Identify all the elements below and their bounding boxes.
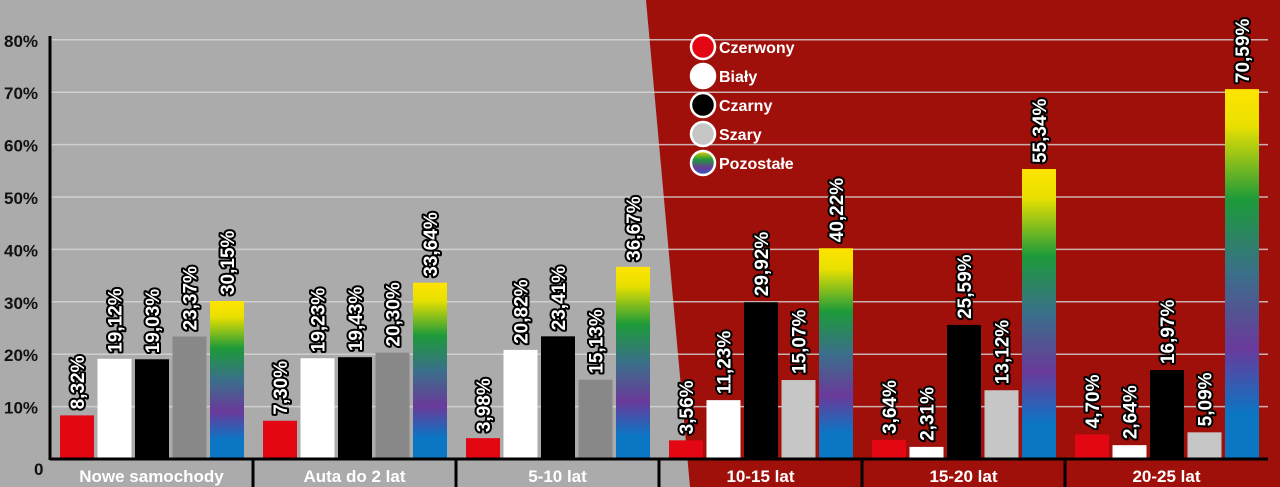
bar-czarny (541, 336, 575, 459)
x-category-label: 15-20 lat (929, 467, 997, 486)
data-label: 13,12% (993, 320, 1014, 385)
data-label: 2,64% (1121, 385, 1142, 439)
legend-label: Czarny (719, 98, 772, 115)
y-tick-label: 20% (4, 346, 38, 365)
y-tick-label: 60% (4, 137, 38, 156)
x-category-label: 20-25 lat (1132, 467, 1200, 486)
bar-szary (984, 390, 1019, 459)
bar-pozostałe (413, 282, 447, 459)
data-label: 19,43% (346, 287, 367, 352)
data-label: 7,30% (271, 361, 292, 415)
legend-label: Czerwony (719, 40, 795, 57)
data-label: 19,03% (143, 289, 164, 354)
data-label: 3,56% (677, 380, 698, 434)
y-tick-label: 10% (4, 399, 38, 418)
data-label: 40,22% (827, 178, 848, 243)
y-tick-label: 80% (4, 32, 38, 51)
data-label: 5,09% (1196, 372, 1217, 426)
bar-biały (1112, 445, 1147, 459)
background-red (646, 0, 1280, 487)
data-label: 29,92% (752, 232, 773, 297)
data-label: 20,82% (512, 279, 533, 344)
data-label: 11,23% (715, 331, 736, 394)
y-tick-label: 30% (4, 294, 38, 313)
bar-pozostałe (616, 266, 650, 459)
bar-czarny (1150, 370, 1184, 459)
data-label: 20,30% (384, 282, 405, 347)
x-category-label: Auta do 2 lat (303, 467, 405, 486)
bar-szary (375, 352, 410, 459)
bar-czerwony (466, 438, 500, 459)
x-category-label: 5-10 lat (528, 467, 587, 486)
bar-szary (781, 380, 816, 459)
bar-czarny (744, 302, 778, 459)
data-label: 15,07% (790, 309, 811, 374)
legend-label: Pozostałe (719, 156, 794, 173)
data-label: 4,70% (1083, 374, 1104, 428)
bar-czarny (338, 357, 372, 459)
bar-pozostałe (1022, 169, 1056, 459)
bar-biały (503, 349, 538, 459)
legend-label: Szary (719, 127, 762, 144)
data-label: 3,98% (474, 378, 495, 432)
data-label: 8,32% (68, 355, 89, 409)
legend-swatch-szary (689, 120, 717, 148)
bar-czarny (135, 359, 169, 459)
bar-biały (300, 358, 335, 459)
data-label: 23,37% (181, 266, 202, 331)
data-label: 70,59% (1233, 19, 1254, 84)
data-label: 16,97% (1158, 300, 1179, 365)
legend-swatch-czerwony (689, 33, 717, 61)
bar-czerwony (60, 415, 94, 459)
bar-szary (578, 379, 613, 459)
y-tick-label: 70% (4, 84, 38, 103)
data-label: 19,12% (106, 288, 127, 353)
legend-swatch-biały (689, 62, 717, 90)
data-label: 25,59% (955, 254, 976, 319)
data-label: 33,64% (421, 212, 442, 277)
data-label: 19,23% (309, 288, 330, 353)
y-tick-label: 50% (4, 189, 38, 208)
legend-swatch-czarny (689, 91, 717, 119)
bar-czarny (947, 324, 981, 459)
data-label: 55,34% (1030, 98, 1051, 163)
bar-pozostałe (819, 248, 853, 459)
data-label: 30,15% (218, 230, 239, 295)
bar-biały (97, 358, 132, 459)
legend: Czerwony Biały Czarny Szary Pozostałe (689, 33, 795, 177)
bar-szary (172, 336, 207, 459)
bar-czerwony (669, 440, 703, 459)
bar-pozostałe (210, 301, 244, 459)
data-label: 2,31% (918, 387, 939, 441)
data-label: 36,67% (624, 196, 645, 261)
bar-szary (1187, 432, 1222, 459)
bar-pozostałe (1225, 89, 1259, 459)
bar-biały (909, 446, 944, 459)
legend-swatch-pozostałe (689, 149, 717, 177)
data-label: 3,64% (880, 380, 901, 434)
bar-czerwony (263, 420, 297, 459)
data-label: 23,41% (549, 266, 570, 331)
x-category-label: 10-15 lat (726, 467, 794, 486)
bar-czerwony (1075, 434, 1109, 459)
y-tick-label: 40% (4, 241, 38, 260)
x-category-label: Nowe samochody (79, 467, 224, 486)
bar-biały (706, 400, 741, 459)
bar-czerwony (872, 439, 906, 459)
y-tick-label: 0 (34, 460, 43, 479)
data-label: 15,13% (587, 309, 608, 374)
legend-label: Biały (719, 69, 757, 86)
